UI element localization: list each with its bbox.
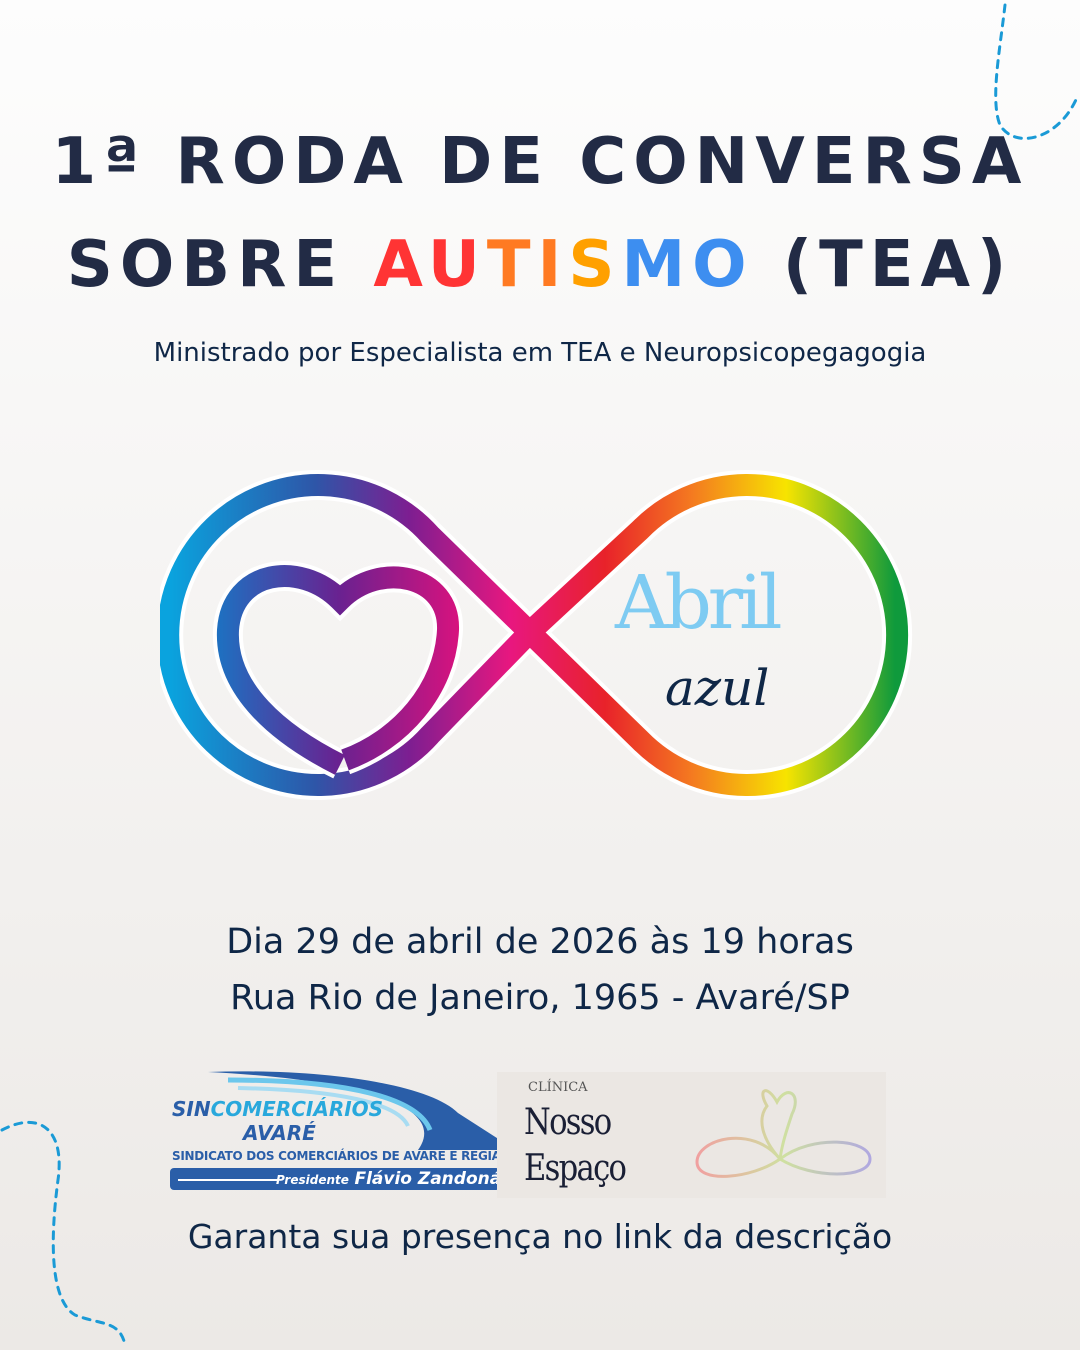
clinica-nosso-espaco-logo: CLÍNICA Nosso Espaço <box>497 1072 886 1198</box>
call-to-action: Garanta sua presença no link da descriçã… <box>187 1217 893 1256</box>
subtitle: Ministrado por Especialista em TEA e Neu… <box>153 338 927 368</box>
azul-text: azul <box>665 659 769 717</box>
infinity-heart-emblem: Abril azul <box>160 470 913 800</box>
title-line-2: SOBRE AUTISMO (TEA) <box>0 228 1080 302</box>
clinic-infinity-heart-icon <box>695 1089 872 1178</box>
union-name: SINDICATO DOS COMERCIÁRIOS DE AVARÉ E RE… <box>172 1149 511 1163</box>
title-autismo: AUTISMO <box>373 228 753 302</box>
autismo-letter: A <box>373 228 428 302</box>
title-line-1: 1ª RODA DE CONVERSA <box>51 125 1029 199</box>
sin-text: SIN <box>172 1097 211 1121</box>
autismo-letter: M <box>621 228 693 302</box>
abril-text: Abril <box>614 560 781 646</box>
president-label: Presidente <box>276 1173 349 1187</box>
autismo-letter: T <box>486 228 538 302</box>
event-address: Rua Rio de Janeiro, 1965 - Avaré/SP <box>230 978 850 1018</box>
autismo-letter: U <box>427 228 487 302</box>
event-date: Dia 29 de abril de 2026 às 19 horas <box>226 922 854 962</box>
infinity-icon <box>160 474 909 796</box>
autismo-letter: O <box>692 228 754 302</box>
title-tea: (TEA) <box>782 228 1014 302</box>
president-name: Flávio Zandoná <box>354 1169 502 1189</box>
autismo-letter: I <box>537 228 569 302</box>
clinic-name-1: Nosso <box>524 1102 612 1143</box>
avare-text: AVARÉ <box>243 1121 316 1145</box>
title-sobre: SOBRE <box>66 228 345 302</box>
comerciarios-text: COMERCIÁRIOS <box>210 1097 384 1121</box>
autismo-letter: S <box>568 228 622 302</box>
clinic-label: CLÍNICA <box>528 1080 588 1095</box>
heart-icon <box>216 565 459 775</box>
sincomerciarios-logo: SINCOMERCIÁRIOS AVARÉ SINDICATO DOS COME… <box>168 1068 511 1193</box>
clinic-name-2: Espaço <box>524 1148 627 1189</box>
